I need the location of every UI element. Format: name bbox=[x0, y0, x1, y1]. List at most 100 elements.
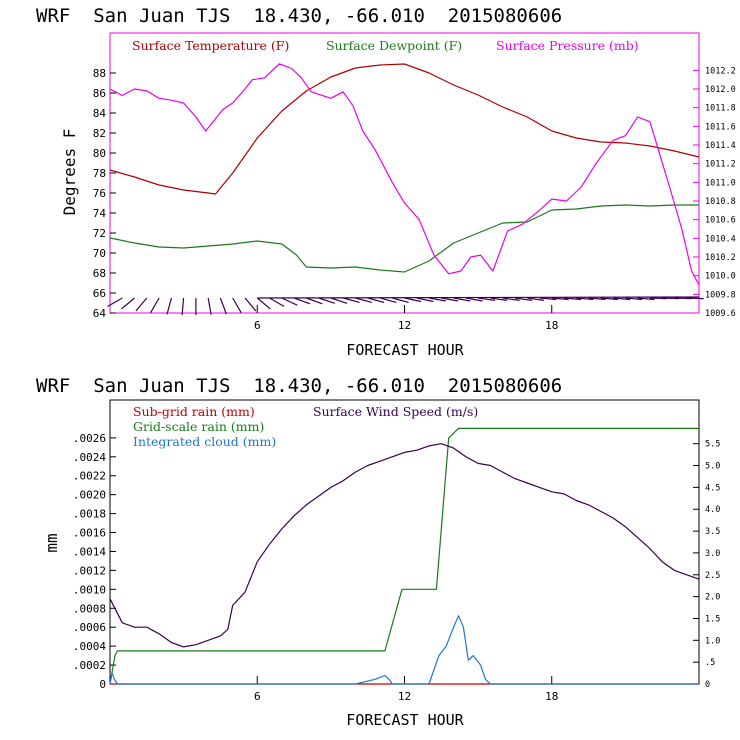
wind-barb bbox=[355, 297, 372, 303]
y2-tick-label: 4.0 bbox=[705, 505, 720, 515]
wind-barb bbox=[441, 297, 459, 302]
legend-integrated-cloud: Integrated cloud (mm) bbox=[133, 434, 276, 449]
y-tick-label: .0002 bbox=[73, 659, 106, 672]
y-tick-label: .0016 bbox=[73, 527, 106, 540]
series-line bbox=[109, 63, 700, 286]
wind-barb bbox=[318, 297, 335, 304]
y-tick-label: 64 bbox=[93, 307, 107, 320]
wind-barb bbox=[576, 297, 594, 301]
y2-tick-label: 1010.8 bbox=[705, 197, 736, 207]
y-tick-label: 82 bbox=[93, 127, 106, 140]
y-tick-label: 84 bbox=[93, 107, 107, 120]
y2-tick-label: 1011.4 bbox=[705, 141, 736, 151]
y2-tick-label: 1010.0 bbox=[705, 272, 736, 282]
legend: Sub-grid rain (mm) Surface Wind Speed (m… bbox=[133, 404, 478, 449]
y2-tick-label: .5 bbox=[705, 658, 715, 668]
y2-tick-label: 5.0 bbox=[705, 462, 720, 472]
series-line bbox=[109, 204, 699, 273]
axis-ticks: 6 12 18 0 .0002 .0004 .0006 .0008 .0010 .0012 .001… bbox=[73, 432, 720, 703]
y-tick-label: .0012 bbox=[73, 564, 106, 577]
y-axis-label: Degrees F bbox=[60, 129, 79, 216]
y2-tick-label: 1010.6 bbox=[705, 216, 736, 226]
wind-barb bbox=[600, 297, 618, 301]
y-tick-label: 66 bbox=[93, 287, 106, 300]
wind-barb bbox=[428, 297, 446, 302]
wind-barb bbox=[514, 297, 532, 301]
wind-barb bbox=[107, 297, 123, 308]
wind-barb bbox=[244, 297, 257, 312]
y-tick-label: .0022 bbox=[73, 470, 106, 483]
legend-pressure: Surface Pressure (mb) bbox=[496, 38, 639, 53]
y2-tick-label: 1.0 bbox=[705, 636, 720, 646]
y-tick-label: 78 bbox=[93, 167, 106, 180]
wind-barb bbox=[150, 297, 160, 314]
y-tick-label: .0004 bbox=[73, 640, 106, 653]
wind-barb bbox=[465, 297, 483, 302]
y2-tick-label: 3.0 bbox=[705, 549, 720, 559]
wind-barb bbox=[330, 297, 348, 304]
x-tick-label: 6 bbox=[254, 319, 261, 332]
x-tick-label: 12 bbox=[398, 319, 411, 332]
wind-barb bbox=[613, 297, 631, 301]
wind-barb bbox=[181, 297, 185, 315]
wind-barb bbox=[281, 297, 298, 306]
legend: Surface Temperature (F) Surface Dewpoint… bbox=[132, 38, 639, 53]
y2-tick-label: 2.5 bbox=[705, 571, 720, 581]
y2-tick-label: 1010.2 bbox=[705, 253, 736, 263]
wind-barb bbox=[490, 297, 508, 301]
wind-barb bbox=[637, 297, 655, 301]
legend-grid-rain: Grid-scale rain (mm) bbox=[133, 419, 264, 434]
x-tick-label: 18 bbox=[545, 319, 558, 332]
rain-wind-panel: WRF San Juan TJS 18.430, -66.010 2015080… bbox=[36, 375, 720, 729]
legend-subgrid-rain: Sub-grid rain (mm) bbox=[133, 404, 255, 419]
chart-title: WRF San Juan TJS 18.430, -66.010 2015080… bbox=[36, 375, 562, 397]
x-axis-label: FORECAST HOUR bbox=[346, 711, 464, 729]
wind-barb bbox=[135, 297, 148, 312]
legend-wind-speed: Surface Wind Speed (m/s) bbox=[313, 404, 478, 419]
wind-barb bbox=[379, 297, 397, 303]
y-tick-label: .0026 bbox=[73, 432, 106, 445]
series-line bbox=[109, 427, 699, 685]
wind-barb bbox=[256, 297, 271, 310]
wind-barb bbox=[539, 297, 557, 301]
y2-tick-label: 1011.6 bbox=[705, 122, 736, 132]
wind-barb bbox=[342, 297, 360, 303]
y2-tick-label: 1009.6 bbox=[705, 309, 736, 319]
wind-barb bbox=[588, 297, 606, 301]
y2-tick-label: 0 bbox=[705, 680, 710, 690]
wind-barb bbox=[232, 297, 242, 314]
plot-frame bbox=[109, 32, 700, 314]
wind-barb bbox=[207, 297, 212, 315]
wind-barb bbox=[502, 297, 520, 301]
y-tick-label: .0020 bbox=[73, 489, 106, 502]
y-tick-label: 76 bbox=[93, 187, 106, 200]
y2-tick-label: 4.5 bbox=[705, 483, 720, 493]
y-tick-label: .0018 bbox=[73, 508, 106, 521]
y-tick-label: .0024 bbox=[73, 451, 106, 464]
wind-barb bbox=[527, 297, 545, 301]
y-tick-label: 70 bbox=[93, 247, 106, 260]
wind-barb bbox=[404, 297, 422, 303]
y-tick-label: .0014 bbox=[73, 545, 106, 558]
wind-barb bbox=[563, 297, 582, 301]
chart-title: WRF San Juan TJS 18.430, -66.010 2015080… bbox=[36, 5, 562, 27]
wind-barb bbox=[219, 297, 227, 315]
y2-tick-label: 1011.8 bbox=[705, 104, 736, 114]
y2-tick-label: 1011.2 bbox=[705, 160, 736, 170]
wind-barb bbox=[686, 297, 704, 300]
wind-barb bbox=[293, 297, 311, 305]
wind-barb bbox=[453, 297, 471, 302]
y-tick-label: 86 bbox=[93, 87, 106, 100]
y2-tick-label: 1.5 bbox=[705, 614, 720, 624]
wind-barb bbox=[478, 297, 496, 301]
legend-temperature: Surface Temperature (F) bbox=[132, 38, 289, 53]
y2-tick-label: 1010.4 bbox=[705, 234, 736, 244]
wind-barb bbox=[306, 297, 323, 305]
x-axis-label: FORECAST HOUR bbox=[346, 341, 464, 359]
series-lines bbox=[109, 427, 700, 685]
y2-tick-label: 1009.8 bbox=[705, 290, 736, 300]
y2-tick-label: 5.5 bbox=[705, 440, 720, 450]
y2-tick-label: 1012.0 bbox=[705, 85, 736, 95]
y-tick-label: 88 bbox=[93, 67, 106, 80]
